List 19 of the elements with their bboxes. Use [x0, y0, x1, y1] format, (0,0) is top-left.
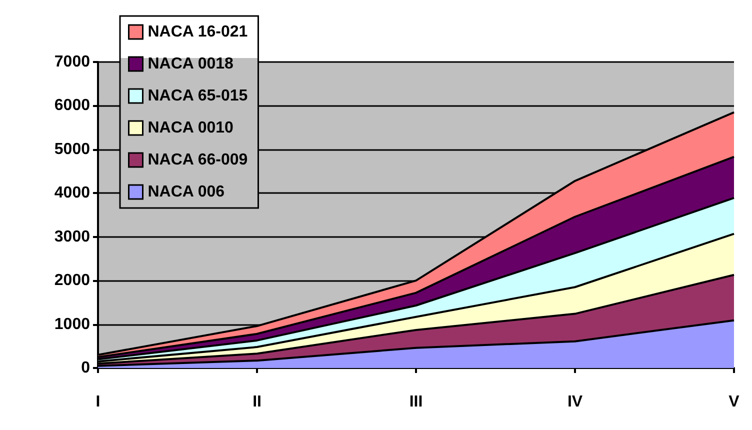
y-tick-label: 6000 [54, 97, 90, 114]
x-tick-label: IV [567, 394, 583, 410]
legend-label: NACA 0010 [148, 120, 234, 136]
y-tick-label: 4000 [54, 184, 90, 202]
x-tick-label: I [96, 394, 100, 410]
legend-label: NACA 0018 [148, 56, 234, 72]
y-tick-label: 0 [81, 360, 90, 376]
legend-label: NACA 16-021 [148, 24, 248, 40]
y-tick-label: 5000 [54, 140, 90, 158]
legend-label: NACA 65-015 [148, 88, 248, 104]
y-tick-label: 3000 [54, 228, 90, 246]
x-tick-label: V [728, 394, 740, 410]
x-tick-label: III [409, 394, 423, 410]
x-tick-label: II [252, 394, 262, 410]
y-tick-label: 7000 [54, 54, 90, 70]
y-tick-label: 2000 [54, 272, 90, 290]
legend-label: NACA 66-009 [148, 152, 248, 168]
y-tick-label: 1000 [54, 316, 90, 333]
legend-label: NACA 006 [148, 184, 225, 200]
